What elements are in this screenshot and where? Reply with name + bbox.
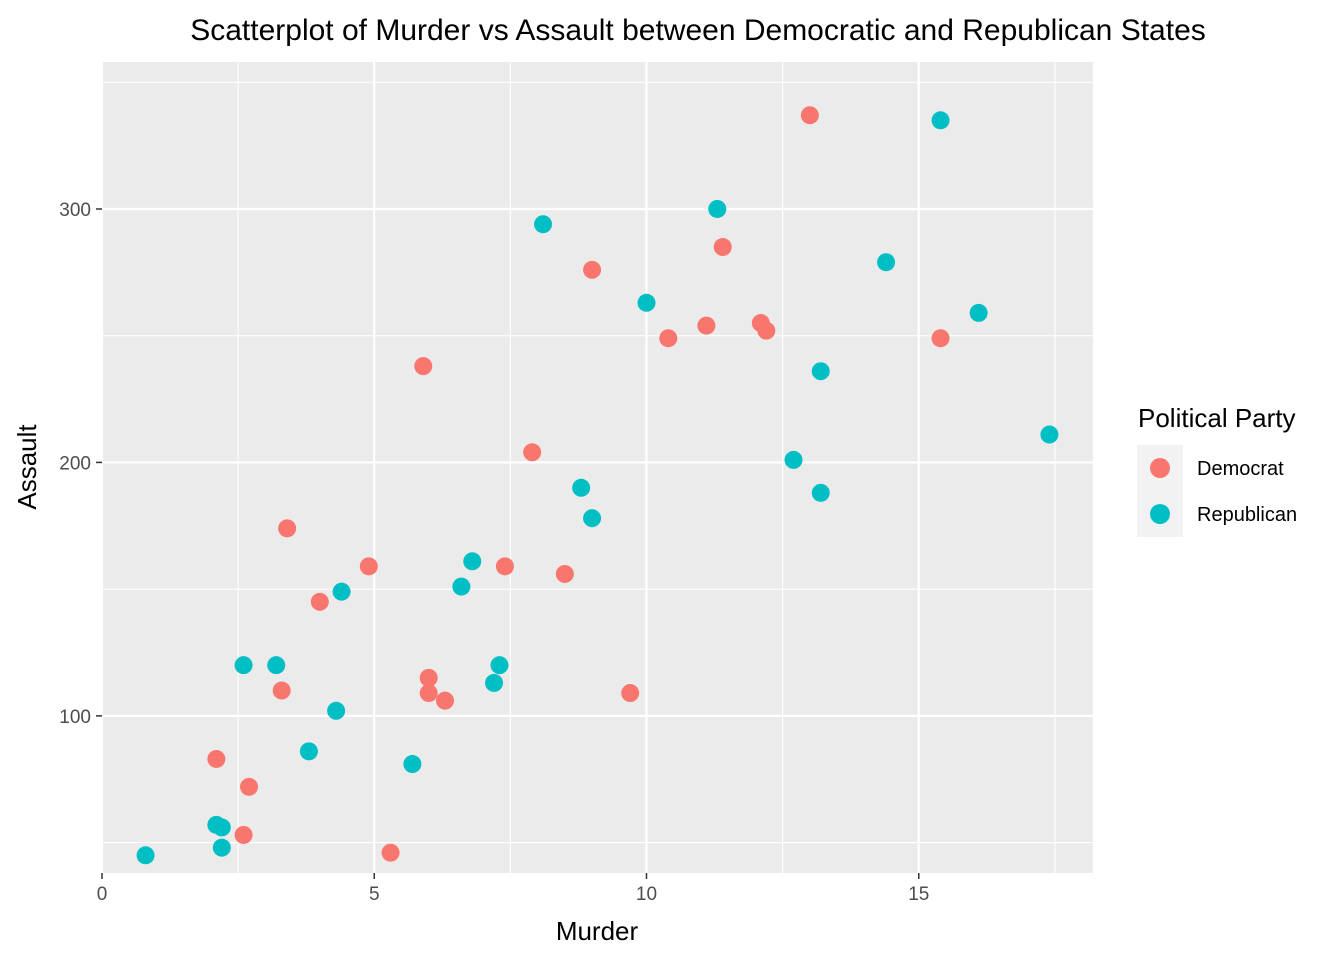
point-republican [299, 742, 318, 761]
point-republican [969, 303, 988, 322]
data-points [136, 106, 1059, 865]
point-democrat [207, 749, 226, 768]
point-democrat [523, 443, 542, 462]
point-democrat [659, 329, 678, 348]
point-democrat [800, 106, 819, 125]
point-republican [490, 656, 509, 675]
x-tick-label: 10 [636, 884, 657, 905]
point-republican [212, 818, 231, 837]
point-republican [452, 577, 471, 596]
point-democrat [419, 668, 438, 687]
point-republican [463, 552, 482, 571]
point-republican [403, 755, 422, 774]
point-democrat [621, 684, 640, 703]
point-democrat [495, 557, 514, 576]
point-republican [784, 450, 803, 469]
y-tick-label: 100 [59, 707, 91, 728]
point-democrat [931, 329, 950, 348]
y-axis-ticks: 100 200 300 [59, 200, 102, 728]
point-democrat [240, 777, 259, 796]
point-republican [877, 253, 896, 272]
point-republican [931, 111, 950, 130]
point-republican [811, 483, 830, 502]
point-democrat [436, 691, 455, 710]
legend-marker-democrat [1150, 458, 1170, 478]
point-democrat [310, 592, 329, 611]
major-gridlines [100, 62, 1093, 873]
point-republican [332, 582, 351, 601]
point-republican [811, 362, 830, 381]
point-republican [637, 293, 656, 312]
y-axis-title: Assault [12, 424, 42, 510]
point-republican [212, 838, 231, 857]
point-republican [267, 656, 286, 675]
legend-marker-republican [1150, 504, 1170, 524]
minor-gridlines [102, 62, 1093, 873]
point-democrat [713, 238, 732, 257]
point-republican [534, 215, 553, 234]
point-democrat [583, 260, 602, 279]
point-democrat [414, 357, 433, 376]
point-democrat [272, 681, 291, 700]
legend-label-republican: Republican [1197, 504, 1297, 526]
point-democrat [278, 519, 297, 538]
point-democrat [419, 684, 438, 703]
legend-title: Political Party [1138, 403, 1296, 433]
x-tick-label: 5 [369, 884, 380, 905]
point-republican [583, 509, 602, 528]
point-republican [1040, 425, 1059, 444]
point-republican [234, 656, 253, 675]
x-axis-title: Murder [556, 916, 639, 946]
point-republican [572, 478, 591, 497]
point-republican [708, 199, 727, 218]
point-democrat [555, 564, 574, 583]
chart-title: Scatterplot of Murder vs Assault between… [190, 14, 1206, 47]
plot-panel [102, 62, 1093, 873]
y-tick-label: 200 [59, 453, 91, 474]
point-democrat [757, 321, 776, 340]
point-democrat [381, 843, 400, 862]
x-tick-label: 0 [97, 884, 108, 905]
point-democrat [359, 557, 378, 576]
point-republican [485, 673, 504, 692]
y-tick-label: 300 [59, 200, 91, 221]
legend: Political Party Democrat Republican [1137, 403, 1297, 537]
point-democrat [697, 316, 716, 335]
x-axis-ticks: 0 5 10 15 [97, 873, 929, 905]
point-republican [327, 701, 346, 720]
x-tick-label: 15 [908, 884, 929, 905]
legend-label-democrat: Democrat [1197, 458, 1284, 480]
point-democrat [234, 825, 253, 844]
point-republican [136, 846, 155, 865]
